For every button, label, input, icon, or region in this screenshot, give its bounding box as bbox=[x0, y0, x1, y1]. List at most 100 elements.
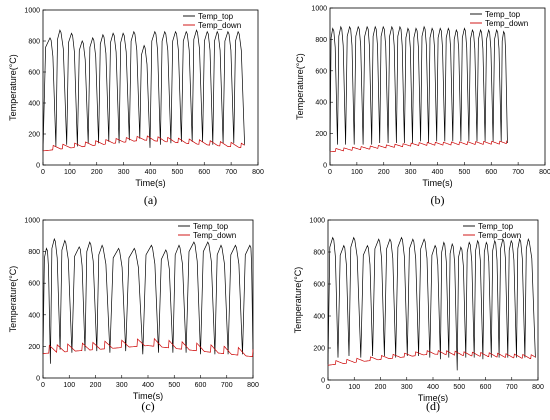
x-tick-label: 800 bbox=[252, 169, 264, 176]
y-tick-label: 400 bbox=[313, 314, 325, 321]
chart-d-svg: 0 100 200 300 400 500 600 700 800 0 200 400 600 800 10… bbox=[293, 218, 544, 414]
y-tick-label: 0 bbox=[321, 378, 325, 385]
x-tick-label: 400 bbox=[427, 384, 439, 391]
x-tick-label: 400 bbox=[432, 169, 444, 176]
y-tick-label: 800 bbox=[313, 250, 325, 257]
y-tick-label: 0 bbox=[36, 163, 40, 170]
y-tick-label: 200 bbox=[315, 131, 327, 138]
y-tick-label: 1000 bbox=[311, 6, 327, 13]
x-tick-label: 600 bbox=[198, 169, 210, 176]
x-tick-label: 0 bbox=[326, 384, 330, 391]
y-tick-label: 800 bbox=[28, 249, 40, 256]
x-tick-label: 700 bbox=[225, 169, 237, 176]
legend-label: Temp_down bbox=[478, 231, 521, 240]
y-tick-label: 200 bbox=[28, 344, 40, 351]
x-tick-label: 0 bbox=[41, 169, 45, 176]
x-tick-label: 300 bbox=[401, 384, 413, 391]
x-tick-label: 800 bbox=[247, 382, 259, 389]
y-tick-label: 1000 bbox=[24, 8, 40, 15]
y-tick-label: 0 bbox=[36, 376, 40, 383]
series-temp-top-line bbox=[327, 236, 536, 371]
x-axis-label: Time(s) bbox=[133, 391, 163, 401]
x-tick-label: 0 bbox=[41, 382, 45, 389]
x-tick-label: 0 bbox=[328, 169, 332, 176]
x-tick-label: 700 bbox=[506, 384, 518, 391]
y-tick-label: 600 bbox=[315, 68, 327, 75]
y-tick-label: 600 bbox=[28, 70, 40, 77]
y-tick-label: 1000 bbox=[309, 218, 325, 225]
x-axis-label: Time(s) bbox=[418, 393, 448, 403]
series-temp-top-line bbox=[42, 237, 254, 364]
y-tick-label: 200 bbox=[28, 132, 40, 139]
chart-panel-a: 0 100 200 300 400 500 600 700 800 0 200 400 600 800 10… bbox=[0, 0, 270, 210]
chart-a-svg: 0 100 200 300 400 500 600 700 800 0 200 400 600 800 10… bbox=[8, 8, 264, 208]
x-tick-label: 100 bbox=[64, 169, 76, 176]
x-tick-label: 700 bbox=[512, 169, 524, 176]
panel-caption: (d) bbox=[426, 399, 440, 413]
legend-label: Temp_top bbox=[193, 222, 229, 231]
panel-caption: (a) bbox=[144, 193, 157, 207]
x-tick-label: 500 bbox=[168, 382, 180, 389]
y-tick-label: 400 bbox=[315, 100, 327, 107]
x-tick-label: 300 bbox=[116, 382, 128, 389]
chart-panel-d: 0 100 200 300 400 500 600 700 800 0 200 400 600 800 10… bbox=[280, 212, 550, 420]
x-tick-label: 200 bbox=[90, 382, 102, 389]
y-tick-label: 400 bbox=[28, 312, 40, 319]
chart-b-svg: 0 100 200 300 400 500 600 700 800 0 200 400 600 800 10… bbox=[295, 6, 550, 208]
x-tick-label: 600 bbox=[480, 384, 492, 391]
plot-frame bbox=[42, 219, 254, 379]
panel-caption: (c) bbox=[141, 399, 154, 413]
y-axis-label: Temperature(°C) bbox=[295, 53, 305, 120]
series-temp-down-line bbox=[327, 350, 536, 366]
legend-label: Temp_down bbox=[198, 21, 241, 30]
series-temp-down-line bbox=[42, 135, 245, 152]
chart-panel-b: 0 100 200 300 400 500 600 700 800 0 200 400 600 800 10… bbox=[280, 0, 550, 210]
y-tick-label: 1000 bbox=[24, 218, 40, 225]
y-tick-label: 400 bbox=[28, 101, 40, 108]
x-tick-label: 600 bbox=[485, 169, 497, 176]
chart-panel-c: 0 100 200 300 400 500 600 700 800 0 200 400 600 800 10… bbox=[0, 212, 270, 420]
series-temp-top-line bbox=[42, 29, 245, 152]
x-tick-label: 500 bbox=[459, 169, 471, 176]
y-tick-label: 800 bbox=[315, 37, 327, 44]
series-temp-down-line bbox=[330, 140, 508, 153]
y-tick-label: 800 bbox=[28, 39, 40, 46]
x-tick-label: 500 bbox=[453, 384, 465, 391]
legend-label: Temp_top bbox=[478, 222, 514, 231]
x-tick-label: 100 bbox=[63, 382, 75, 389]
series-temp-top-line bbox=[329, 25, 508, 151]
x-tick-label: 100 bbox=[348, 384, 360, 391]
series-temp-down-line bbox=[43, 337, 254, 357]
y-tick-label: 600 bbox=[313, 282, 325, 289]
legend-label: Temp_top bbox=[198, 12, 234, 21]
legend-label: Temp_down bbox=[193, 231, 236, 240]
y-tick-label: 200 bbox=[313, 346, 325, 353]
y-axis-label: Temperature(°C) bbox=[8, 266, 18, 333]
legend-label: Temp_down bbox=[485, 19, 528, 28]
x-tick-label: 400 bbox=[145, 169, 157, 176]
y-axis-label: Temperature(°C) bbox=[8, 54, 18, 121]
x-tick-label: 800 bbox=[532, 384, 544, 391]
x-tick-label: 200 bbox=[378, 169, 390, 176]
x-tick-label: 600 bbox=[195, 382, 207, 389]
x-tick-label: 400 bbox=[142, 382, 154, 389]
x-tick-label: 500 bbox=[172, 169, 184, 176]
x-axis-label: Time(s) bbox=[422, 178, 452, 188]
panel-caption: (b) bbox=[431, 193, 445, 207]
x-tick-label: 100 bbox=[351, 169, 363, 176]
x-tick-label: 200 bbox=[91, 169, 103, 176]
y-tick-label: 600 bbox=[28, 281, 40, 288]
chart-c-svg: 0 100 200 300 400 500 600 700 800 0 200 400 600 800 10… bbox=[8, 218, 259, 414]
y-tick-label: 0 bbox=[323, 163, 327, 170]
x-tick-label: 200 bbox=[375, 384, 387, 391]
x-tick-label: 700 bbox=[221, 382, 233, 389]
y-axis-label: Temperature(°C) bbox=[293, 267, 303, 334]
x-axis-label: Time(s) bbox=[135, 178, 165, 188]
legend-label: Temp_top bbox=[485, 10, 521, 19]
x-tick-label: 300 bbox=[118, 169, 130, 176]
x-tick-label: 300 bbox=[405, 169, 417, 176]
